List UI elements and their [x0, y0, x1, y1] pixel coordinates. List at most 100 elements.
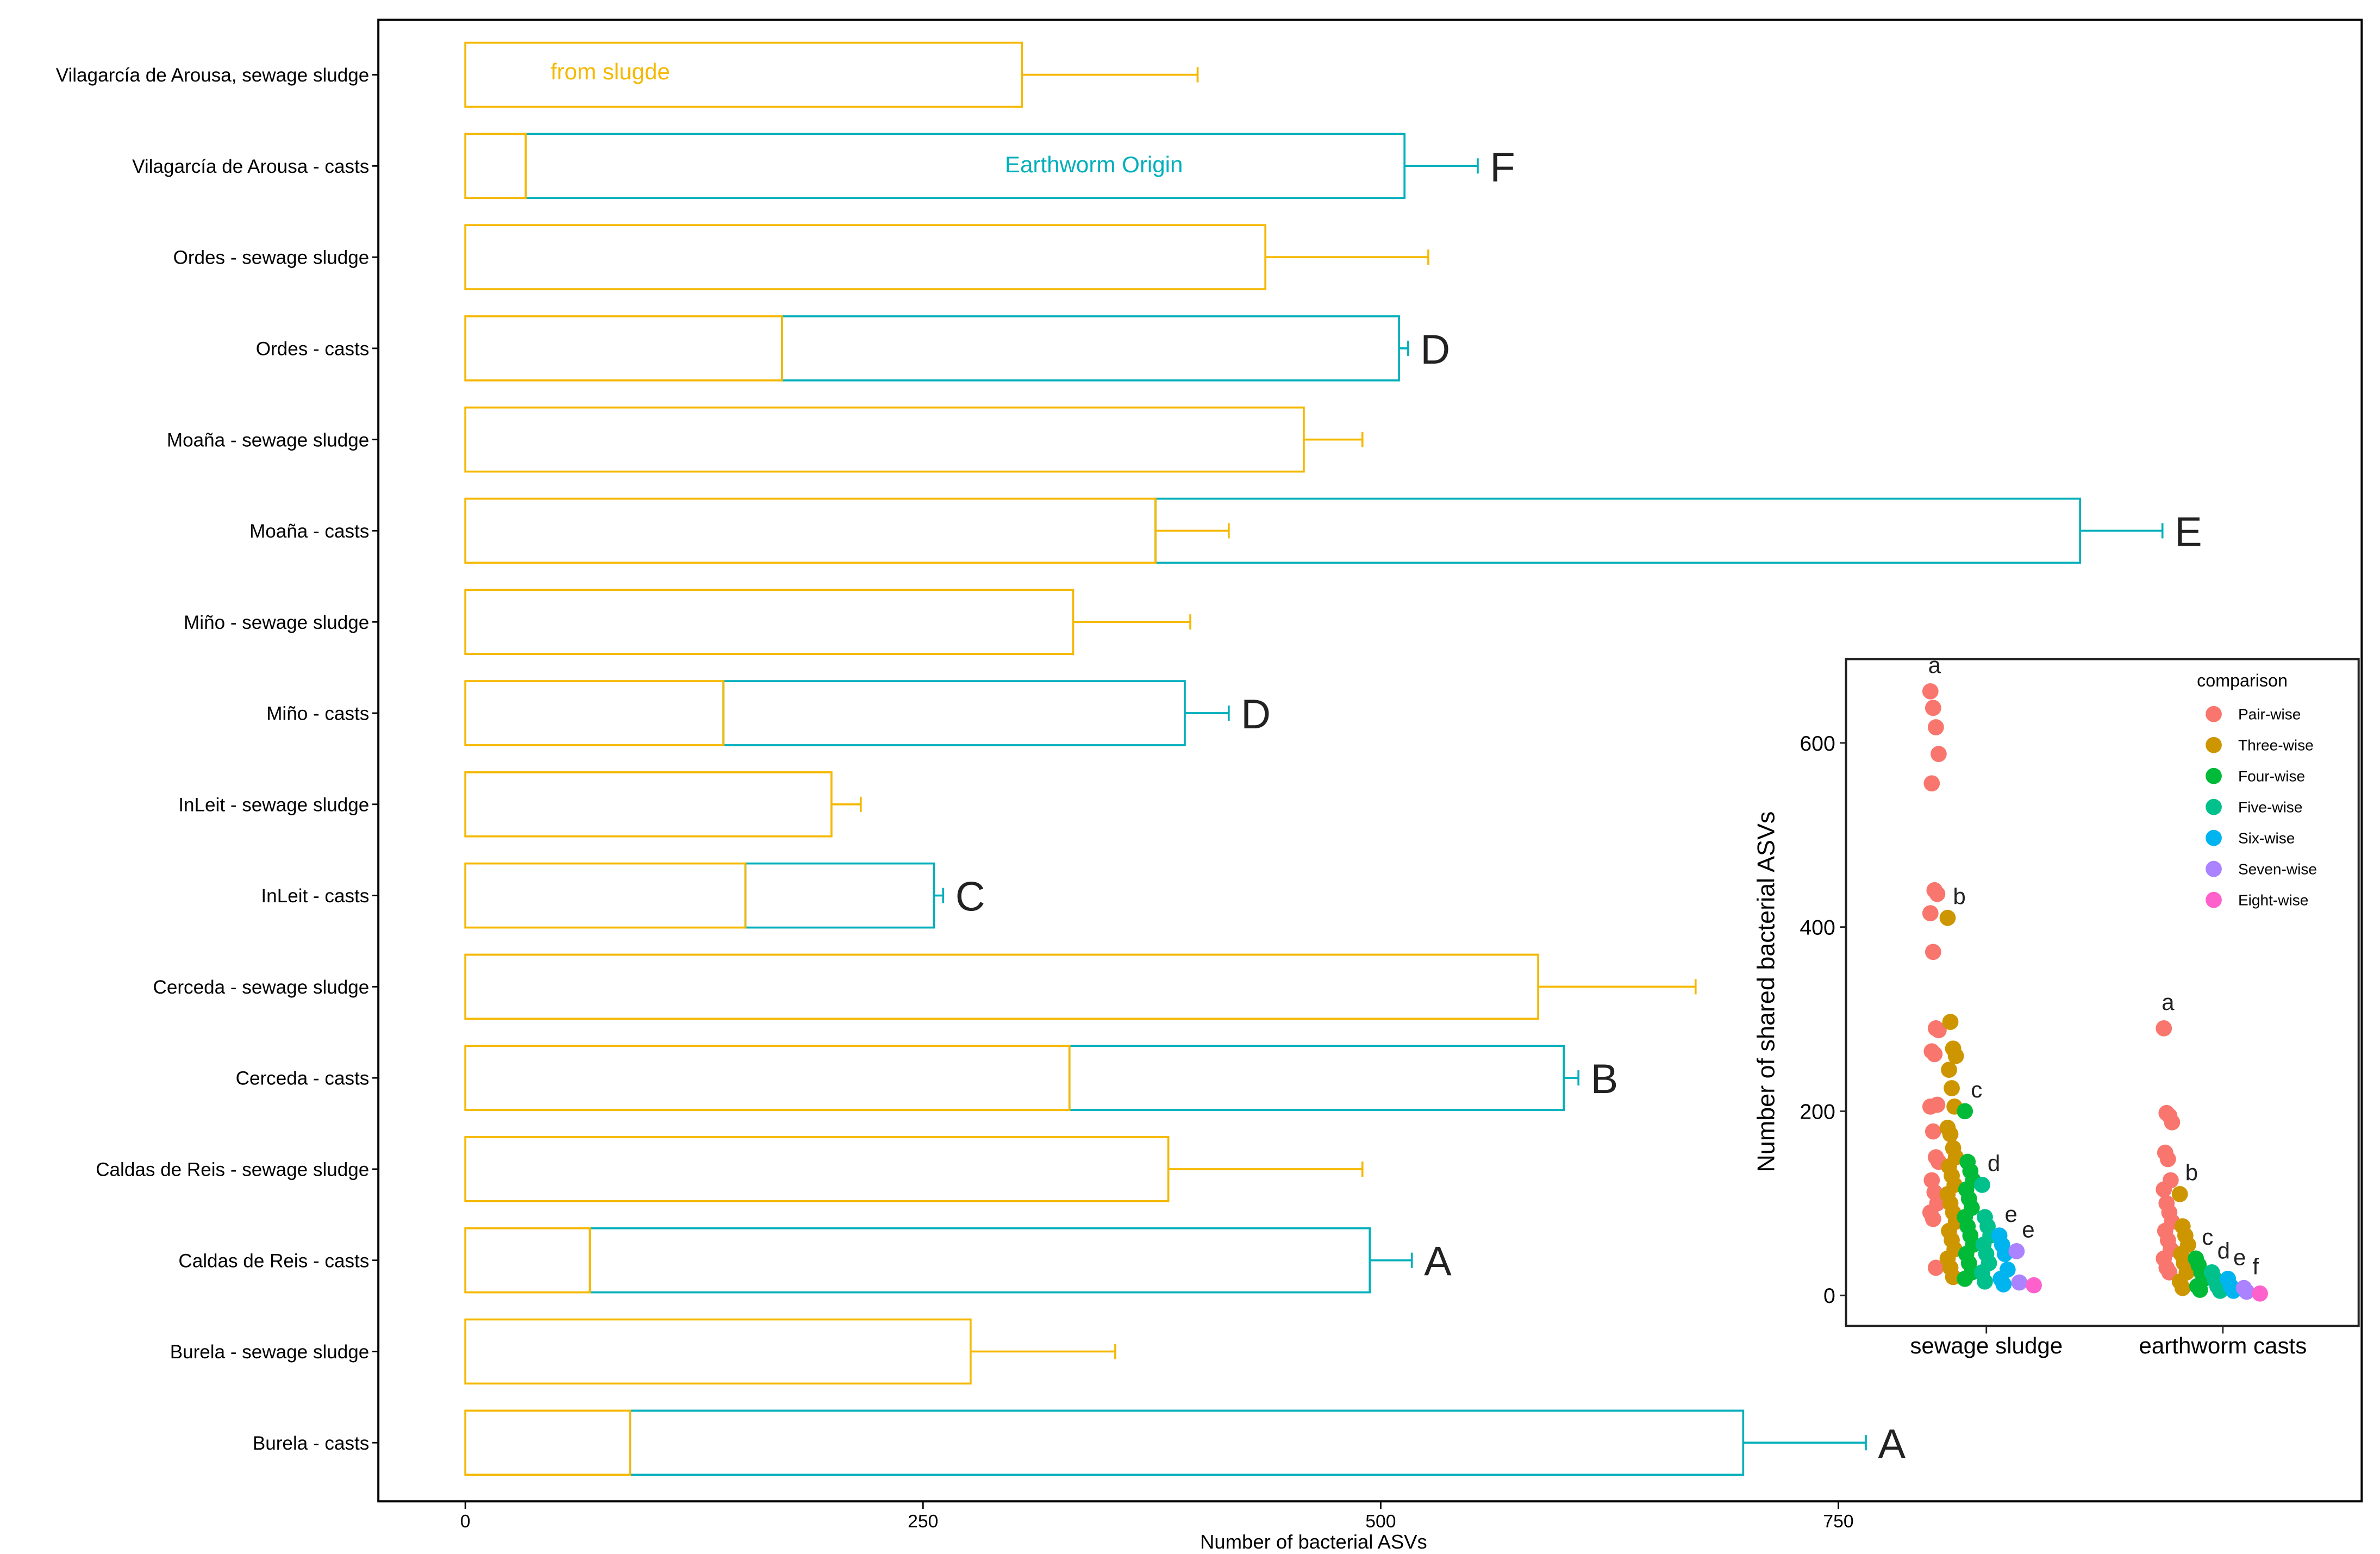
data-point-pair-wise: [1926, 1046, 1943, 1063]
data-point-pair-wise: [2161, 1264, 2178, 1281]
bar-earthworm-origin: [1068, 1045, 1565, 1111]
bar-sludge-origin: [464, 771, 833, 838]
data-point-pair-wise: [1923, 775, 1940, 792]
legend-key-pair-wise: [2206, 706, 2222, 722]
data-point-three-wise: [1944, 1080, 1960, 1096]
y-tick-label: Burela - sewage sludge: [170, 1341, 370, 1363]
data-point-three-wise: [1941, 1062, 1957, 1078]
inset-y-axis-label: Number of shared bacterial ASVs: [1752, 812, 1780, 1172]
significance-letter: C: [955, 874, 985, 920]
group-letter: a: [1928, 652, 1941, 678]
legend-title: comparison: [2197, 671, 2288, 690]
y-tick-label: Burela - casts: [253, 1433, 369, 1454]
bar-earthworm-origin: [722, 680, 1186, 746]
data-point-eight-wise: [2026, 1277, 2042, 1294]
bar-earthworm-origin: [1154, 497, 2081, 564]
y-tick-label: Moaña - sewage sludge: [167, 429, 369, 451]
legend-key-four-wise: [2206, 767, 2222, 784]
bar-sludge-origin: [464, 589, 1075, 655]
data-point-pair-wise: [1927, 1259, 1944, 1276]
inset-y-tick-label: 400: [1800, 916, 1835, 940]
bar-sludge-origin: [464, 1136, 1170, 1202]
significance-letter: D: [1420, 327, 1450, 373]
x-tick-label: 750: [1823, 1512, 1853, 1532]
y-tick-label: InLeit - casts: [261, 885, 369, 907]
data-point-three-wise: [1939, 909, 1956, 926]
bar-sludge-origin: [464, 1227, 591, 1294]
bar-earthworm-origin: [589, 1227, 1371, 1294]
y-tick-label: Caldas de Reis - sewage sludge: [96, 1159, 369, 1181]
legend-label: Eight-wise: [2238, 891, 2308, 908]
bar-sludge-origin: [464, 1409, 632, 1476]
y-tick-label: Cerceda - casts: [236, 1068, 370, 1089]
inset-x-tick-label: earthworm casts: [2139, 1333, 2307, 1358]
bar-sludge-origin: [464, 133, 527, 199]
annotation-sludge-origin: from slugde: [551, 59, 670, 84]
bar-sludge-origin: [464, 862, 747, 929]
x-axis-label: Number of bacterial ASVs: [1200, 1531, 1427, 1553]
data-point-pair-wise: [1927, 719, 1944, 735]
x-tick-label: 500: [1365, 1512, 1396, 1532]
bar-sludge-origin: [464, 1045, 1071, 1111]
group-letter: e: [2022, 1217, 2034, 1243]
legend-label: Four-wise: [2238, 768, 2305, 785]
data-point-four-wise: [1957, 1103, 1973, 1120]
legend-key-six-wise: [2206, 829, 2222, 846]
group-letter: d: [1988, 1151, 2000, 1176]
data-point-three-wise: [1942, 1126, 1959, 1143]
data-point-three-wise: [2174, 1280, 2191, 1296]
group-letter: b: [2185, 1160, 2198, 1185]
y-tick-label: InLeit - sewage sludge: [178, 794, 369, 815]
data-point-three-wise: [1942, 1014, 1959, 1030]
inset-y-tick-label: 0: [1823, 1284, 1835, 1308]
legend-label: Six-wise: [2238, 829, 2295, 846]
data-point-six-wise: [1995, 1276, 2012, 1293]
data-point-pair-wise: [2156, 1181, 2172, 1198]
annotation-earthworm-origin: Earthworm Origin: [1005, 152, 1183, 177]
bar-sludge-origin: [464, 497, 1157, 564]
data-point-three-wise: [1947, 1047, 1964, 1064]
y-tick-label: Miño - sewage sludge: [184, 612, 369, 633]
bar-earthworm-origin: [744, 862, 935, 929]
y-tick-label: Vilagarcía de Arousa, sewage sludge: [56, 65, 370, 86]
y-tick-label: Caldas de Reis - casts: [178, 1250, 369, 1271]
significance-letter: A: [1424, 1239, 1452, 1285]
bar-sludge-origin: [464, 315, 783, 382]
group-letter: e: [2005, 1201, 2017, 1227]
data-point-pair-wise: [1925, 1210, 1941, 1227]
data-point-pair-wise: [1929, 885, 1946, 902]
group-letter: b: [1953, 883, 1965, 909]
bar-earthworm-origin: [524, 133, 1405, 199]
legend-label: Seven-wise: [2238, 860, 2317, 877]
bar-sludge-origin: [464, 680, 724, 746]
data-point-pair-wise: [1922, 905, 1939, 922]
group-letter: e: [2233, 1244, 2246, 1270]
data-point-pair-wise: [1925, 700, 1941, 716]
data-point-pair-wise: [2156, 1020, 2172, 1037]
data-point-four-wise: [1957, 1270, 1973, 1287]
bar-sludge-origin: [464, 41, 1023, 108]
legend-label: Five-wise: [2238, 798, 2303, 815]
significance-letter: B: [1591, 1056, 1619, 1102]
bar-earthworm-origin: [781, 315, 1400, 382]
legend-label: Pair-wise: [2238, 706, 2301, 723]
data-point-seven-wise: [2008, 1243, 2025, 1259]
data-point-five-wise: [1974, 1177, 1990, 1193]
x-tick-label: 0: [460, 1512, 471, 1532]
data-point-seven-wise: [2238, 1283, 2255, 1300]
data-point-seven-wise: [2011, 1274, 2028, 1291]
data-point-pair-wise: [1925, 944, 1941, 960]
bar-sludge-origin: [464, 953, 1539, 1020]
data-point-eight-wise: [2252, 1285, 2268, 1302]
bar-sludge-origin: [464, 1318, 972, 1385]
y-tick-label: Cerceda - sewage sludge: [153, 977, 370, 998]
y-tick-label: Ordes - sewage sludge: [173, 247, 370, 269]
data-point-pair-wise: [1922, 1099, 1939, 1115]
legend-label: Three-wise: [2238, 737, 2314, 754]
bar-sludge-origin: [464, 224, 1266, 290]
group-letter: d: [2217, 1238, 2230, 1264]
y-tick-label: Moaña - casts: [249, 521, 369, 542]
inset-x-tick-label: sewage sludge: [1910, 1333, 2063, 1358]
group-letter: f: [2252, 1253, 2259, 1279]
